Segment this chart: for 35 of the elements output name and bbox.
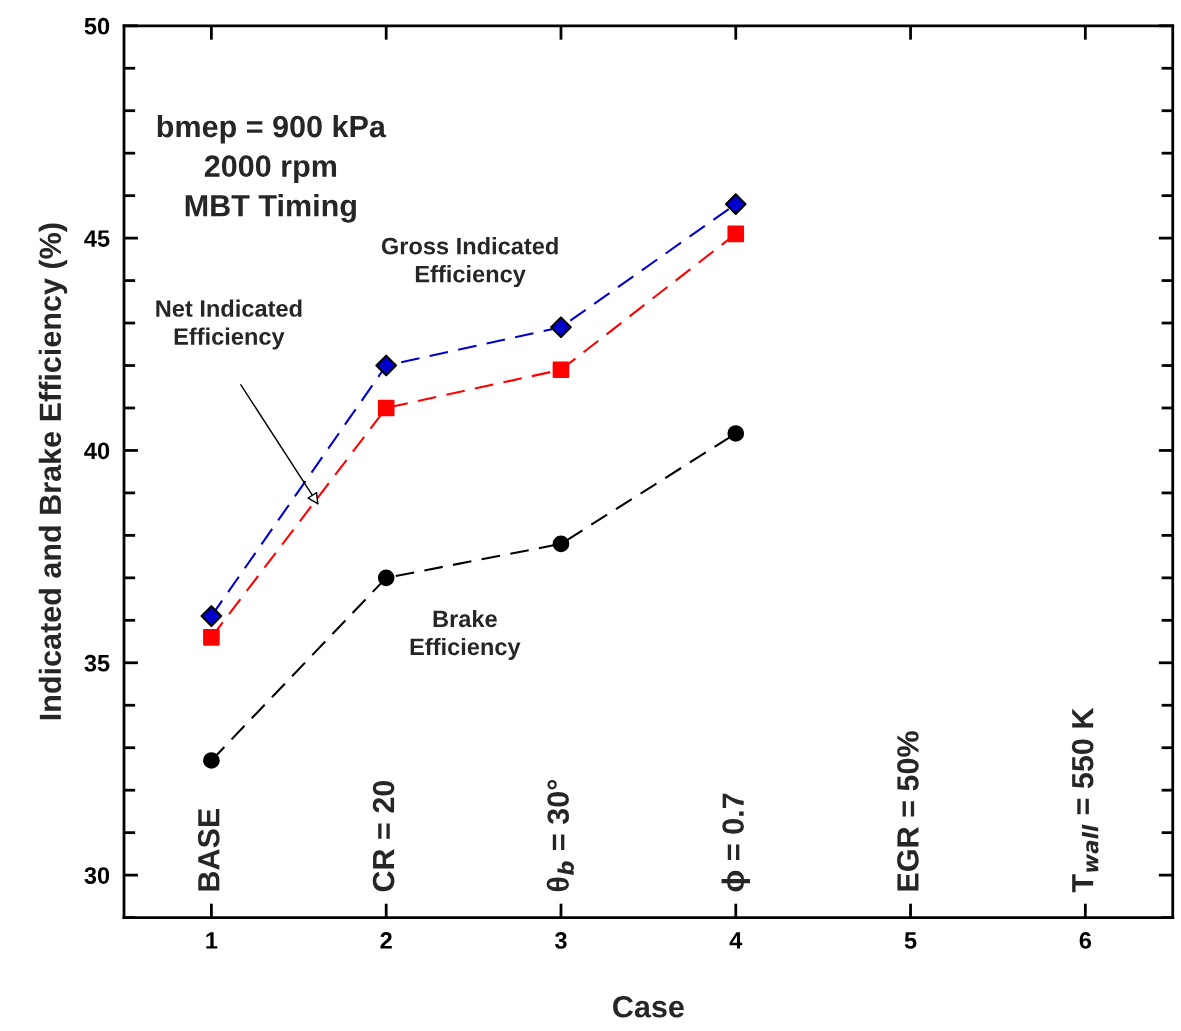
y-tick-label: 50 (84, 17, 110, 35)
point (203, 752, 220, 769)
point (724, 193, 747, 215)
annotation: ϕ = 0.7 (721, 793, 750, 892)
x-tick-label: 3 (554, 932, 567, 949)
point (200, 605, 223, 627)
annotation: Net Indicated Efficiency (156, 299, 302, 350)
point (550, 316, 572, 339)
x-tick-label: 6 (1079, 932, 1092, 949)
annotation: BASE (197, 808, 220, 891)
x-tick-label: 4 (729, 932, 743, 949)
x-tick-label: 2 (380, 932, 392, 949)
annotation: CR = 20 (372, 780, 395, 892)
point (727, 225, 745, 243)
y-tick-label: 30 (84, 867, 110, 884)
y-tick-label: 45 (84, 230, 110, 247)
annotation: Brake Efficiency (410, 609, 521, 660)
point (552, 535, 570, 553)
point (727, 425, 745, 442)
point (203, 628, 220, 646)
annotation: T$_{wall}$ = 550 K (1071, 707, 1099, 893)
x-axis-title: Case (613, 995, 684, 1018)
x-tick-label: 5 (904, 932, 917, 949)
y-tick-label: 35 (84, 654, 110, 672)
annotation: θ$_{b}$ = 30° (546, 779, 575, 892)
point (377, 569, 395, 587)
annotation: bmep = 900 kPa 2000 rpm MBT Timing (157, 114, 387, 223)
y-tick-label: 40 (84, 442, 110, 460)
annotation: EGR = 50% (897, 731, 919, 891)
annotation: Gross Indicated Efficiency (381, 237, 558, 288)
point (552, 361, 570, 379)
point (375, 354, 398, 377)
x-tick-label: 1 (206, 932, 218, 949)
y-axis-title: Indicated and Brake Efficiency (%) (38, 223, 68, 720)
point (377, 399, 395, 417)
